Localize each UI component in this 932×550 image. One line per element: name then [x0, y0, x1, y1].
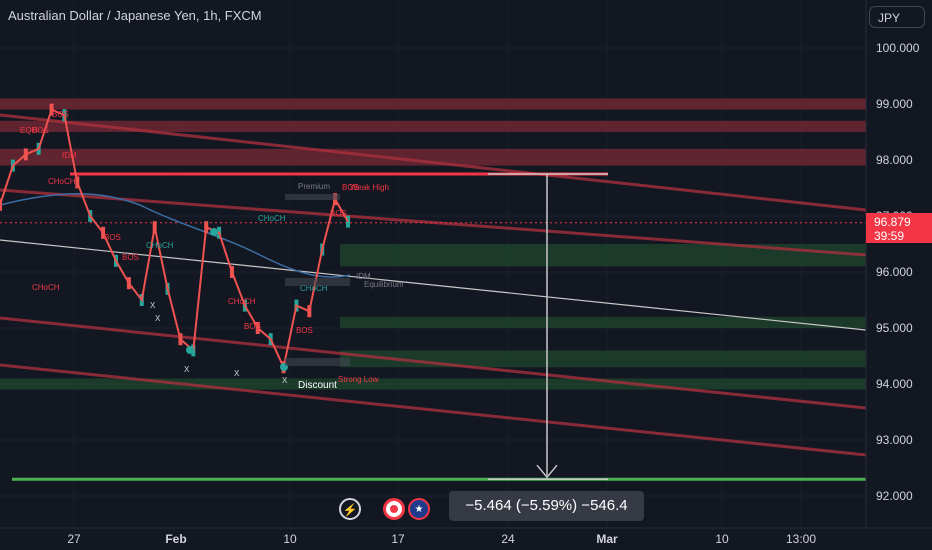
annotation-label: IDM [62, 151, 77, 160]
x-tick-label: 13:00 [786, 532, 816, 546]
y-tick-label: 100.000 [876, 41, 920, 55]
annotation-label: X [155, 314, 161, 323]
measure-arrowhead [536, 464, 558, 479]
annotation-label: X [150, 301, 156, 310]
channel-line [0, 188, 867, 257]
supply-zone [0, 120, 866, 132]
annotation-label: BOS [122, 253, 139, 262]
symbol-title: Australian Dollar / Japanese Yen, 1h, FX… [8, 8, 262, 23]
supply-demand-zones [0, 98, 866, 390]
demand-zone [340, 244, 866, 267]
flag-australia-icon[interactable]: ★ [408, 498, 430, 520]
ema-line [0, 193, 351, 278]
x-tick-label: Mar [596, 532, 618, 546]
bar-countdown: 39:59 [874, 229, 905, 243]
demand-zone [340, 316, 866, 328]
annotation-label: BOS [342, 183, 359, 192]
premium-box [285, 194, 340, 200]
annotation-label: CHoCH [146, 241, 174, 250]
annotation-label: BOS [330, 209, 347, 218]
y-tick-label: 98.000 [876, 153, 913, 167]
y-tick-label: 93.000 [876, 433, 913, 447]
annotation-label: Equilibrium [364, 280, 404, 289]
annotation-label: X [184, 365, 190, 374]
demand-zone [340, 350, 866, 368]
x-tick-label: 17 [391, 532, 405, 546]
annotation-label: Weak High [350, 183, 389, 192]
annotation-label: BOS [296, 326, 313, 335]
supply-zone [0, 148, 866, 166]
record-icon[interactable] [383, 498, 405, 520]
annotation-label: CHoCH [258, 214, 286, 223]
measure-readout: −5.464 (−5.59%) −546.4 [449, 491, 644, 521]
discount-box [285, 358, 350, 366]
regression-line [0, 239, 867, 331]
annotation-label: CHoCH [300, 284, 328, 293]
equilibrium-box [285, 278, 350, 286]
swing-point [210, 228, 218, 236]
currency-button[interactable]: JPY [869, 6, 925, 28]
y-tick-label: 99.000 [876, 97, 913, 111]
annotation-label: X [234, 369, 240, 378]
x-tick-label: 27 [67, 532, 81, 546]
annotation-label: BOS [244, 322, 261, 331]
x-tick-label: 10 [283, 532, 297, 546]
x-tick-label: Feb [165, 532, 186, 546]
y-tick-label: 94.000 [876, 377, 913, 391]
annotation-label: BOS [52, 110, 69, 119]
y-tick-label: 95.000 [876, 321, 913, 335]
annotation-label: CHoCH [32, 283, 60, 292]
y-tick-label: 92.000 [876, 489, 913, 503]
annotation-label: EQH [20, 126, 38, 135]
annotation-label: X [282, 376, 288, 385]
trend-channels [0, 113, 867, 481]
channel-line [0, 316, 867, 410]
annotation-label: BOS [32, 126, 49, 135]
x-tick-label: 24 [501, 532, 515, 546]
annotation-label: BOS [104, 233, 121, 242]
annotation-label: CHoCH [228, 297, 256, 306]
measure-arrow[interactable] [488, 173, 608, 480]
annotation-label: CHoCH [48, 177, 76, 186]
time-axis[interactable]: 27 Feb 10 17 24 Mar 10 13:00 [0, 527, 932, 546]
x-tick-label: 10 [715, 532, 729, 546]
annotation-label: IDM [356, 272, 371, 281]
channel-line [0, 113, 867, 212]
zigzag-line [0, 108, 349, 371]
last-price-tag: 96.879 39:59 [866, 213, 932, 243]
annotation-label: Premium [298, 182, 330, 191]
demand-zone [0, 378, 866, 390]
moving-average [0, 193, 351, 278]
annotation-label: Discount [298, 380, 337, 391]
last-price: 96.879 [874, 215, 911, 229]
annotation-label: Strong Low [338, 375, 379, 384]
lightning-icon[interactable]: ⚡ [339, 498, 361, 520]
channel-line [0, 363, 867, 457]
supply-zone [0, 98, 866, 110]
y-tick-label: 96.000 [876, 265, 913, 279]
swing-point [186, 346, 194, 354]
